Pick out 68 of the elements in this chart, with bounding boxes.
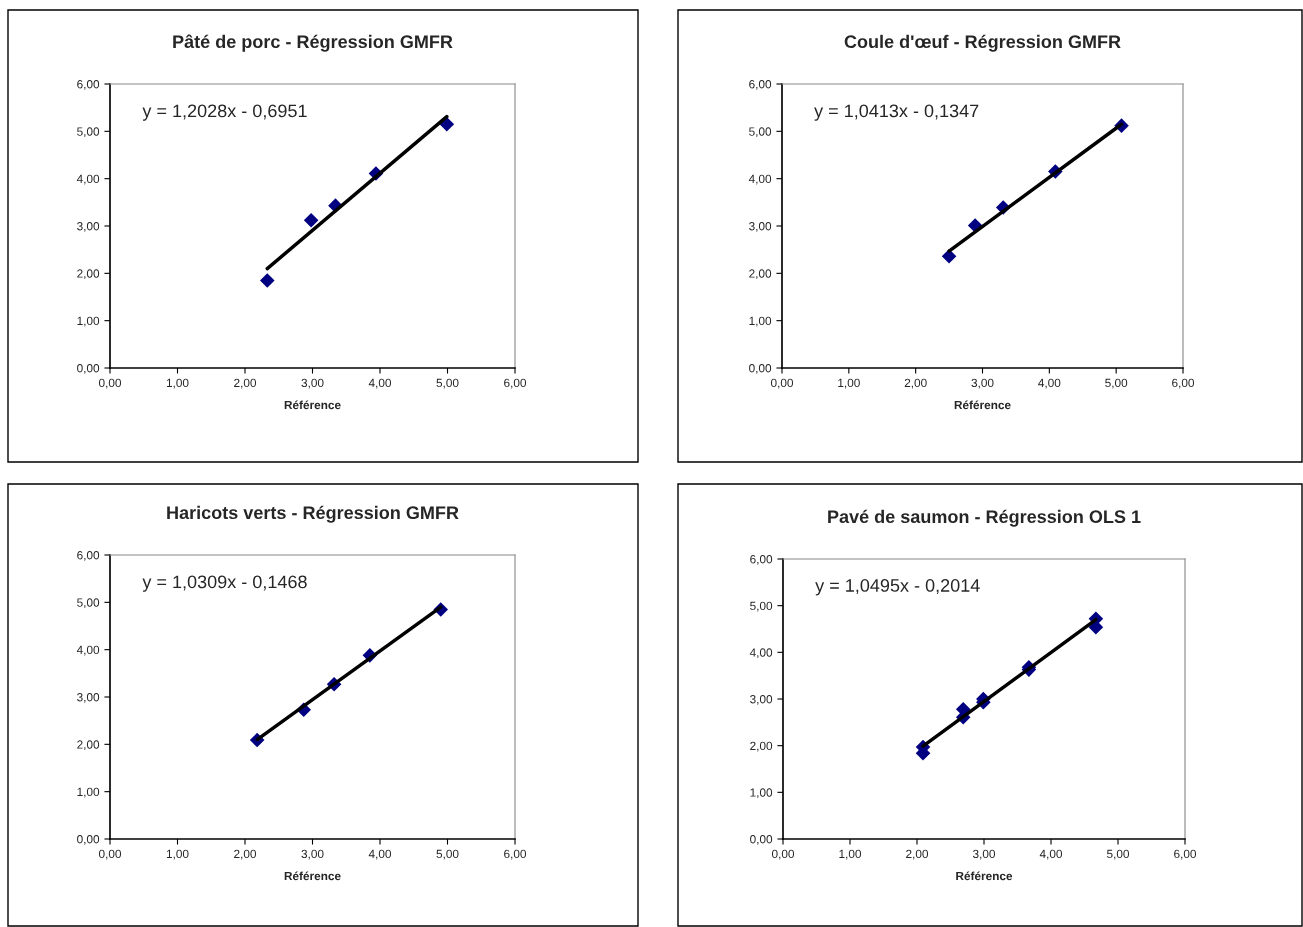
x-tick-label: 0,00 [98,849,122,860]
x-tick-label: 3,00 [972,849,996,860]
y-tick-label: 0,00 [77,835,100,845]
y-tick-label: 2,00 [749,269,772,280]
y-tick-label: 0,00 [77,364,100,374]
y-tick-label: 4,00 [749,648,773,659]
y-tick-label: 3,00 [77,693,100,703]
y-tick-label: 5,00 [77,598,100,609]
x-tick-label: 4,00 [368,378,392,389]
x-tick-label: 1,00 [166,849,189,860]
x-tick-label: 4,00 [368,849,392,860]
annotation: y = 1,0309x - 0,1468 [142,575,307,592]
annotation: y = 1,0413x - 0,1347 [814,104,979,121]
y-tick-label: 3,00 [77,222,100,232]
x-tick-label: 3,00 [301,849,324,860]
x-tick-label: 1,00 [838,378,860,389]
chart-title: Pavé de saumon - Régression OLS 1 [828,509,1141,527]
x-tick-label: 2,00 [906,849,929,860]
x-tick-label: 0,00 [98,378,122,389]
y-tick-label: 0,00 [750,835,773,845]
x-tick-label: 1,00 [839,849,862,860]
y-tick-label: 2,00 [77,740,100,751]
y-tick-label: 4,00 [748,174,772,185]
y-tick-label: 4,00 [76,174,100,185]
x-tick-label: 5,00 [436,378,459,389]
y-tick-label: 2,00 [750,741,773,752]
y-tick-label: 1,00 [750,788,773,799]
annotation: y = 1,0495x - 0,2014 [815,579,980,596]
x-tick-label: 3,00 [301,378,324,389]
y-tick-label: 0,00 [749,364,772,374]
x-tick-label: 5,00 [1106,849,1130,860]
y-tick-label: 6,00 [750,555,773,565]
y-tick-label: 5,00 [750,601,773,612]
x-tick-label: 6,00 [504,849,527,860]
x-tick-label: 5,00 [1105,378,1128,389]
x-axis-title: Référence [954,400,1011,410]
y-tick-label: 6,00 [77,80,100,90]
y-tick-label: 3,00 [749,222,772,232]
x-tick-label: 6,00 [1172,378,1195,389]
x-axis-title: Référence [284,871,341,881]
x-tick-label: 1,00 [166,378,189,389]
chart-title: Haricots verts - Régression GMFR [167,505,459,523]
x-tick-label: 4,00 [1039,849,1063,860]
x-axis-title: Référence [956,871,1013,881]
x-tick-label: 2,00 [904,378,927,389]
y-tick-label: 5,00 [77,127,100,138]
x-tick-label: 3,00 [971,378,994,389]
chart-title: Coule d'œuf - Régression GMFR [844,34,1121,52]
x-tick-label: 6,00 [1174,849,1197,860]
y-tick-label: 5,00 [749,127,772,138]
y-tick-label: 4,00 [76,645,100,656]
y-tick-label: 1,00 [77,787,100,798]
chart-title: Pâté de porc - Régression GMFR [173,34,453,52]
y-tick-label: 2,00 [77,269,100,280]
x-tick-label: 2,00 [234,378,257,389]
x-tick-label: 4,00 [1038,378,1061,389]
x-tick-label: 6,00 [504,378,527,389]
y-tick-label: 6,00 [77,551,100,561]
annotation: y = 1,2028x - 0,6951 [142,104,307,121]
x-tick-label: 5,00 [436,849,459,860]
y-tick-label: 1,00 [77,316,100,327]
x-axis-title: Référence [284,400,341,410]
x-tick-label: 0,00 [771,849,795,860]
y-tick-label: 6,00 [749,80,772,90]
y-tick-label: 1,00 [749,316,772,327]
x-tick-label: 0,00 [770,378,794,389]
y-tick-label: 3,00 [750,695,773,705]
x-tick-label: 2,00 [234,849,257,860]
